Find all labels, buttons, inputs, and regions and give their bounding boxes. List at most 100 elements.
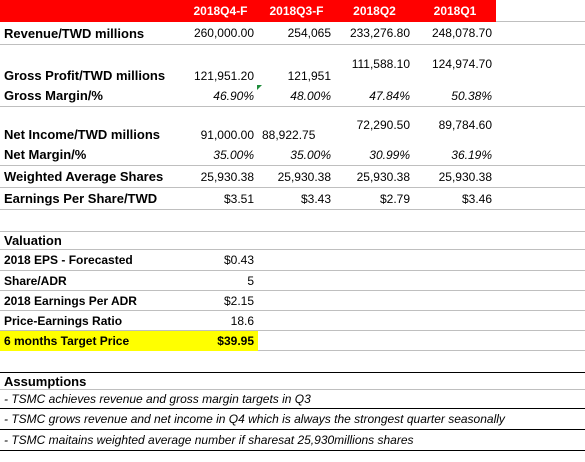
net-income-q1[interactable]: 89,784.60 (438, 118, 492, 132)
empty-cell[interactable] (335, 271, 414, 291)
empty-cell[interactable] (414, 232, 496, 250)
empty-cell[interactable] (496, 188, 585, 210)
empty-cell[interactable] (335, 250, 414, 271)
blank-row (0, 210, 585, 232)
empty-cell[interactable] (414, 250, 496, 271)
empty-cell[interactable] (496, 166, 585, 188)
eps-q1[interactable]: $3.46 (414, 188, 496, 210)
net-margin-label[interactable]: Net Margin/% (0, 144, 183, 166)
share-adr-row: Share/ADR 5 (0, 271, 585, 291)
empty-cell[interactable] (183, 232, 258, 250)
eps-forecast-label[interactable]: 2018 EPS - Forecasted (0, 250, 183, 271)
empty-cell[interactable] (496, 232, 585, 250)
eps-forecast-value[interactable]: $0.43 (183, 250, 258, 271)
empty-cell[interactable] (258, 210, 335, 232)
empty-cell[interactable] (496, 250, 585, 271)
gross-margin-q4[interactable]: 46.90% (183, 85, 258, 107)
empty-cell[interactable] (414, 331, 496, 351)
target-price-value[interactable]: $39.95 (183, 331, 258, 351)
empty-cell[interactable] (496, 85, 585, 107)
gross-profit-q1[interactable]: 124,974.70 (431, 57, 492, 71)
net-margin-q1[interactable]: 36.19% (414, 144, 496, 166)
gross-margin-q1[interactable]: 50.38% (414, 85, 496, 107)
weighted-shares-q4[interactable]: 25,930.38 (183, 166, 258, 188)
empty-cell[interactable] (258, 311, 335, 331)
empty-cell[interactable] (335, 210, 414, 232)
header-row: 2018Q4-F 2018Q3-F 2018Q2 2018Q1 (0, 0, 585, 22)
gross-profit-q4[interactable]: 121,951.20 (193, 69, 254, 83)
eps-q3[interactable]: $3.43 (258, 188, 335, 210)
gross-margin-q3[interactable]: 48.00% (258, 85, 335, 107)
header-blank-cell[interactable] (0, 0, 183, 22)
eps-q2[interactable]: $2.79 (335, 188, 414, 210)
weighted-shares-q1[interactable]: 25,930.38 (414, 166, 496, 188)
empty-cell[interactable] (414, 271, 496, 291)
empty-cell[interactable] (0, 210, 183, 232)
net-income-q3[interactable]: 88,922.75 (262, 128, 316, 142)
pe-ratio-value[interactable]: 18.6 (183, 311, 258, 331)
net-income-q2[interactable]: 72,290.50 (356, 118, 410, 132)
empty-cell[interactable] (496, 311, 585, 331)
gross-margin-label[interactable]: Gross Margin/% (0, 85, 183, 107)
eps-label[interactable]: Earnings Per Share/TWD (0, 188, 183, 210)
empty-cell[interactable] (496, 210, 585, 232)
empty-cell[interactable] (496, 271, 585, 291)
empty-cell[interactable] (496, 291, 585, 311)
empty-cell[interactable] (335, 331, 414, 351)
header-2018q3[interactable]: 2018Q3-F (258, 0, 335, 22)
valuation-title[interactable]: Valuation (0, 232, 183, 250)
empty-cell[interactable] (258, 271, 335, 291)
empty-cell[interactable] (0, 351, 585, 373)
assumption-item[interactable]: - TSMC grows revenue and net income in Q… (0, 409, 585, 430)
empty-cell[interactable] (258, 291, 335, 311)
net-margin-q2[interactable]: 30.99% (335, 144, 414, 166)
gross-profit-q3[interactable]: 121,951 (287, 69, 331, 83)
empty-cell[interactable] (183, 210, 258, 232)
weighted-shares-q2[interactable]: 25,930.38 (335, 166, 414, 188)
gross-margin-q2[interactable]: 47.84% (335, 85, 414, 107)
net-income-q4[interactable]: 91,000.00 (200, 128, 254, 142)
weighted-shares-q3[interactable]: 25,930.38 (258, 166, 335, 188)
revenue-q4[interactable]: 260,000.00 (183, 22, 258, 45)
revenue-q1[interactable]: 248,078.70 (414, 22, 496, 45)
empty-cell[interactable] (414, 311, 496, 331)
net-income-label[interactable]: Net Income/TWD millions (4, 127, 161, 142)
assumption-item[interactable]: - TSMC maitains weighted average number … (0, 430, 585, 451)
assumptions-title-row: Assumptions (0, 373, 585, 390)
pe-ratio-label[interactable]: Price-Earnings Ratio (0, 311, 183, 331)
empty-cell[interactable] (335, 311, 414, 331)
revenue-label[interactable]: Revenue/TWD millions (0, 22, 183, 45)
empty-cell[interactable] (496, 22, 585, 45)
header-empty-cell[interactable] (496, 0, 585, 22)
empty-cell[interactable] (335, 291, 414, 311)
header-2018q1[interactable]: 2018Q1 (414, 0, 496, 22)
revenue-q3[interactable]: 254,065 (258, 22, 335, 45)
gross-profit-q2[interactable]: 111,588.10 (351, 57, 410, 71)
target-price-label[interactable]: 6 months Target Price (0, 331, 183, 351)
empty-cell[interactable] (258, 232, 335, 250)
empty-cell[interactable] (414, 291, 496, 311)
weighted-shares-row: Weighted Average Shares 25,930.38 25,930… (0, 166, 585, 188)
net-margin-q4[interactable]: 35.00% (183, 144, 258, 166)
header-2018q2[interactable]: 2018Q2 (335, 0, 414, 22)
assumptions-title[interactable]: Assumptions (0, 373, 585, 390)
pe-ratio-row: Price-Earnings Ratio 18.6 (0, 311, 585, 331)
earnings-adr-value[interactable]: $2.15 (183, 291, 258, 311)
eps-q4[interactable]: $3.51 (183, 188, 258, 210)
assumption-item[interactable]: - TSMC achieves revenue and gross margin… (0, 390, 585, 409)
share-adr-label[interactable]: Share/ADR (0, 271, 183, 291)
revenue-q2[interactable]: 233,276.80 (335, 22, 414, 45)
gross-profit-label[interactable]: Gross Profit/TWD millions (4, 68, 166, 83)
empty-cell[interactable] (258, 250, 335, 271)
empty-cell[interactable] (335, 232, 414, 250)
eps-forecast-row: 2018 EPS - Forecasted $0.43 (0, 250, 585, 271)
net-margin-q3[interactable]: 35.00% (258, 144, 335, 166)
empty-cell[interactable] (258, 331, 335, 351)
earnings-adr-label[interactable]: 2018 Earnings Per ADR (0, 291, 183, 311)
share-adr-value[interactable]: 5 (183, 271, 258, 291)
empty-cell[interactable] (496, 331, 585, 351)
weighted-shares-label[interactable]: Weighted Average Shares (0, 166, 183, 188)
empty-cell[interactable] (496, 144, 585, 166)
empty-cell[interactable] (414, 210, 496, 232)
header-2018q4[interactable]: 2018Q4-F (183, 0, 258, 22)
